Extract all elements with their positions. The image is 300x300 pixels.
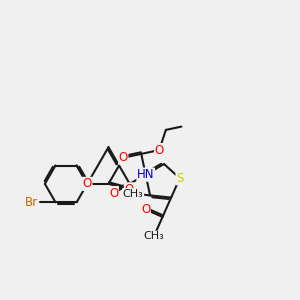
Text: S: S: [176, 172, 184, 185]
Text: O: O: [141, 203, 150, 216]
Text: CH₃: CH₃: [123, 189, 144, 199]
Text: O: O: [124, 183, 134, 196]
Text: O: O: [109, 187, 118, 200]
Text: O: O: [118, 151, 128, 164]
Text: CH₃: CH₃: [143, 231, 164, 241]
Text: O: O: [155, 144, 164, 157]
Text: O: O: [83, 177, 92, 190]
Text: HN: HN: [137, 168, 154, 181]
Text: Br: Br: [25, 196, 38, 209]
